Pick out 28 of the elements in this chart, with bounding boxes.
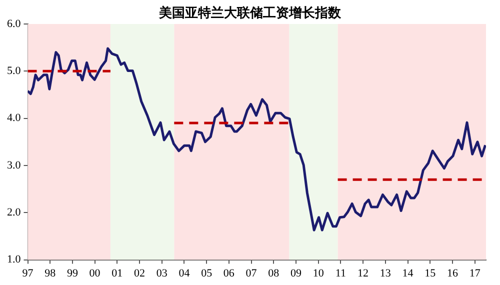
x-tick-label: 02 [134, 267, 146, 280]
x-tick-label: 03 [156, 267, 168, 280]
chart-title: 美国亚特兰大联储工资增长指数 [159, 5, 341, 20]
x-tick-label: 07 [246, 267, 258, 280]
x-tick-label: 01 [112, 267, 123, 280]
x-tick-label: 09 [290, 267, 302, 280]
x-tick-label: 00 [89, 267, 101, 280]
x-tick-label: 05 [201, 267, 213, 280]
y-tick-label: 6.0 [7, 18, 22, 30]
x-tick-label: 99 [66, 267, 78, 280]
x-tick-label: 10 [312, 267, 324, 280]
y-tick-label: 3.0 [7, 159, 22, 172]
x-tick-label: 04 [178, 267, 190, 280]
x-tick-label: 12 [358, 267, 369, 280]
y-tick-label: 2.0 [7, 206, 22, 219]
x-tick-label: 97 [22, 267, 34, 280]
x-tick-label: 17 [469, 267, 481, 280]
y-tick-label: 1.0 [7, 254, 22, 266]
x-tick-label: 06 [223, 267, 235, 280]
x-tick-label: 16 [446, 267, 458, 280]
x-tick-label: 13 [380, 267, 392, 280]
x-tick-label: 11 [335, 267, 346, 280]
x-tick-label: 98 [44, 267, 56, 280]
x-tick-label: 15 [424, 267, 436, 280]
y-tick-label: 5.0 [7, 65, 22, 78]
y-tick-label: 4.0 [7, 112, 22, 124]
x-tick-label: 08 [268, 267, 280, 280]
x-tick-label: 14 [402, 267, 414, 280]
